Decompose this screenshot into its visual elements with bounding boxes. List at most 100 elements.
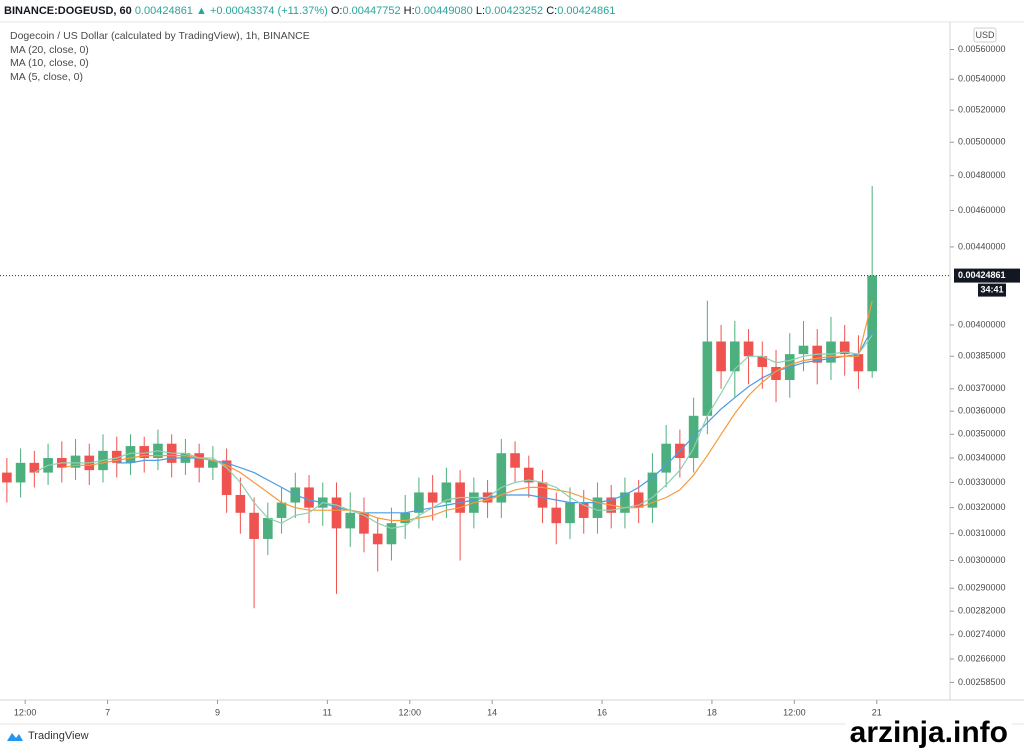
- x-tick-label: 21: [872, 707, 882, 717]
- y-tick-label: 0.00560000: [958, 44, 1006, 54]
- legend-entry: MA (20, close, 0): [10, 43, 89, 56]
- y-tick-label: 0.00360000: [958, 406, 1006, 416]
- brand-logo: [7, 733, 23, 741]
- candle-body: [496, 453, 507, 503]
- x-tick-label: 18: [707, 707, 717, 717]
- candle-body: [331, 497, 342, 529]
- candle-body: [208, 460, 218, 468]
- y-tick-label: 0.00310000: [958, 528, 1006, 538]
- candle-body: [111, 450, 122, 463]
- candle-body: [565, 502, 575, 524]
- y-tick-label: 0.00460000: [958, 205, 1006, 215]
- candle-body: [867, 275, 877, 372]
- low: 0.00423252: [485, 5, 544, 17]
- candle-body: [510, 453, 520, 468]
- candle-body: [221, 460, 232, 495]
- candle-body: [400, 512, 410, 524]
- candle-body: [647, 472, 658, 508]
- x-tick-label: 7: [105, 707, 110, 717]
- y-tick-label: 0.00320000: [958, 502, 1006, 512]
- candle-body: [386, 523, 397, 545]
- countdown-label: 34:41: [980, 284, 1003, 294]
- ma-line: [34, 334, 873, 530]
- candle-body: [633, 492, 644, 508]
- candle-body: [345, 512, 356, 529]
- h-label: H:: [403, 5, 415, 17]
- candle-body: [716, 341, 726, 372]
- currency-button[interactable]: [973, 27, 997, 43]
- last-price-label: 0.00424861: [958, 270, 1006, 280]
- candle-body: [537, 482, 548, 508]
- y-tick-label: 0.00385000: [958, 351, 1006, 361]
- x-tick-label: 12:00: [783, 707, 806, 717]
- watermark: arzinja.info: [845, 716, 1012, 750]
- l-label: L:: [475, 5, 486, 17]
- x-tick-label: 9: [215, 707, 220, 717]
- legend-entry: MA (10, close, 0): [10, 57, 89, 69]
- y-tick-label: 0.00440000: [958, 241, 1006, 251]
- candle-body: [523, 467, 534, 483]
- arrow: ▲: [196, 5, 207, 17]
- y-tick-label: 0.00350000: [958, 429, 1006, 439]
- currency-label: USD: [975, 30, 995, 40]
- x-tick-label: 16: [597, 707, 607, 717]
- candle-body: [702, 341, 713, 416]
- ma-line: [61, 300, 873, 522]
- y-tick-label: 0.00500000: [958, 137, 1006, 147]
- candle-body: [743, 341, 754, 357]
- candle-body: [2, 472, 12, 483]
- y-tick-label: 0.00300000: [958, 555, 1006, 565]
- candle-body: [29, 462, 40, 473]
- candle-body: [235, 494, 246, 513]
- candle-body: [427, 492, 438, 503]
- x-tick-label: 14: [487, 707, 497, 717]
- candle-body: [304, 487, 314, 508]
- candle-body: [263, 517, 273, 539]
- header: BINANCE:DOGEUSD, 60 0.00424861 ▲ +0.0004…: [4, 5, 615, 17]
- candle-body: [798, 345, 809, 355]
- countdown-box: [978, 283, 1006, 297]
- candle-body: [359, 512, 369, 534]
- y-tick-label: 0.00370000: [958, 383, 1006, 393]
- candle-body: [771, 366, 781, 380]
- candle-body: [15, 462, 26, 483]
- symbol: BINANCE:DOGEUSD, 60: [4, 5, 132, 17]
- y-tick-label: 0.00400000: [958, 319, 1006, 329]
- candles: [2, 185, 877, 609]
- last-price-box: [954, 268, 1020, 283]
- brand: TradingView: [28, 730, 89, 742]
- candle-body: [839, 341, 850, 355]
- candle-body: [620, 492, 630, 513]
- y-tick-label: 0.00480000: [958, 170, 1006, 180]
- footer: TradingView: [6, 730, 89, 742]
- candle-body: [730, 341, 740, 372]
- open: 0.00447752: [342, 5, 401, 17]
- candle-body: [826, 341, 836, 363]
- candle-body: [414, 492, 424, 513]
- candle-body: [70, 455, 81, 468]
- y-tick-label: 0.00540000: [958, 74, 1006, 84]
- candle-body: [578, 502, 589, 518]
- x-tick-label: 11: [323, 707, 332, 717]
- candle-body: [249, 512, 259, 539]
- candle-body: [592, 497, 603, 518]
- candle-body: [372, 533, 383, 545]
- candle-body: [441, 482, 452, 503]
- candle-body: [551, 507, 562, 524]
- candle-body: [194, 453, 204, 468]
- chart-title: Dogecoin / US Dollar (calculated by Trad…: [10, 30, 310, 42]
- candle-body: [125, 446, 136, 463]
- y-tick-label: 0.00330000: [958, 477, 1006, 487]
- o-label: O:: [330, 5, 343, 17]
- y-tick-label: 0.00258500: [958, 677, 1006, 687]
- y-tick-label: 0.00520000: [958, 105, 1006, 115]
- candle-body: [276, 502, 287, 518]
- y-tick-label: 0.00266000: [958, 653, 1006, 663]
- close: 0.00424861: [557, 5, 616, 17]
- c-label: C:: [546, 5, 558, 17]
- x-tick-label: 12:00: [14, 707, 37, 717]
- candle-body: [853, 354, 864, 372]
- y-tick-label: 0.00340000: [958, 452, 1006, 462]
